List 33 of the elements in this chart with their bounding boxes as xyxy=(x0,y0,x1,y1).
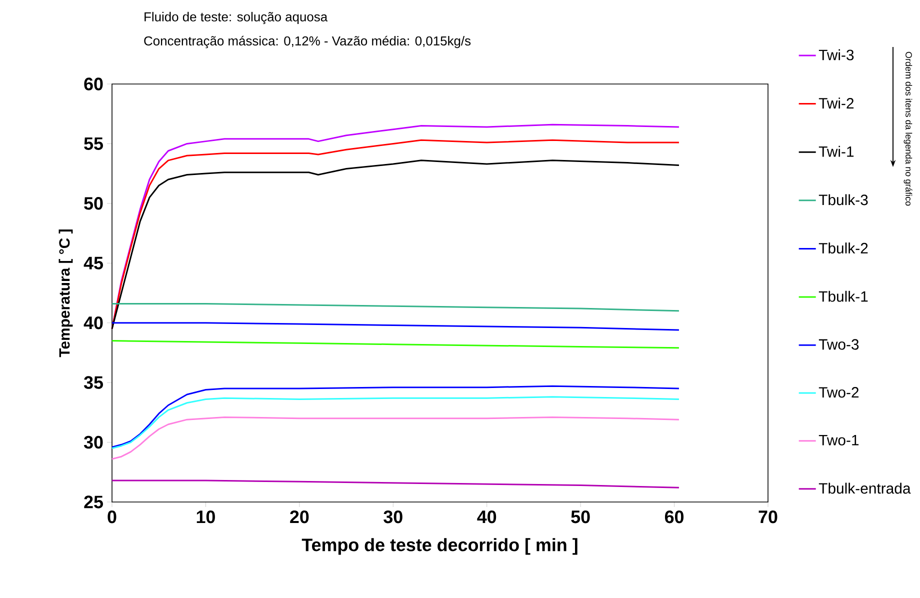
y-tick-label: 35 xyxy=(84,376,103,389)
legend-label: Tbulk-1 xyxy=(818,290,868,302)
y-tick-label: 30 xyxy=(84,436,103,449)
legend-label: Twi-3 xyxy=(818,49,854,60)
x-tick-label: 20 xyxy=(290,510,309,524)
legend-label: Tbulk-3 xyxy=(818,194,868,206)
y-tick-label: 45 xyxy=(84,256,103,270)
legend-label: Two-3 xyxy=(818,339,859,350)
x-tick-label: 60 xyxy=(664,510,684,524)
x-tick-label: 40 xyxy=(477,510,496,524)
y-tick-label: 60 xyxy=(84,78,103,90)
y-tick-label: 55 xyxy=(84,137,103,150)
line-series xyxy=(111,396,680,449)
y-tick-label: 25 xyxy=(84,496,103,508)
legend-label: Tbulk-2 xyxy=(818,242,868,254)
x-axis-title: Tempo de teste decorrido [ min ] xyxy=(302,538,578,555)
legend-label: Twi-2 xyxy=(818,98,854,108)
legend-label: Tbulk-entrada xyxy=(818,482,911,494)
legend-label: Twi-1 xyxy=(818,146,854,157)
chart-subtitle: Concentração mássica: 0,12% - Vazão média: 0,015kg/s xyxy=(144,36,471,48)
x-tick-label: 30 xyxy=(384,510,402,524)
y-axis-title: Temperatura [ °C ] xyxy=(58,230,73,358)
y-tick-label: 50 xyxy=(84,197,103,210)
x-tick-label: 50 xyxy=(571,510,590,524)
x-tick-label: 10 xyxy=(196,510,215,524)
x-tick-label: 0 xyxy=(108,510,116,524)
legend-label: Two-1 xyxy=(818,434,859,446)
legend-label: Two-2 xyxy=(818,387,859,398)
x-tick-label: 70 xyxy=(758,510,778,524)
chart-title: Fluido de teste: solução aquosa xyxy=(144,12,328,24)
text: Ordem dos itens da legenda no gráfico xyxy=(904,52,912,206)
line-series xyxy=(111,385,680,448)
y-tick-label: 40 xyxy=(84,316,103,330)
